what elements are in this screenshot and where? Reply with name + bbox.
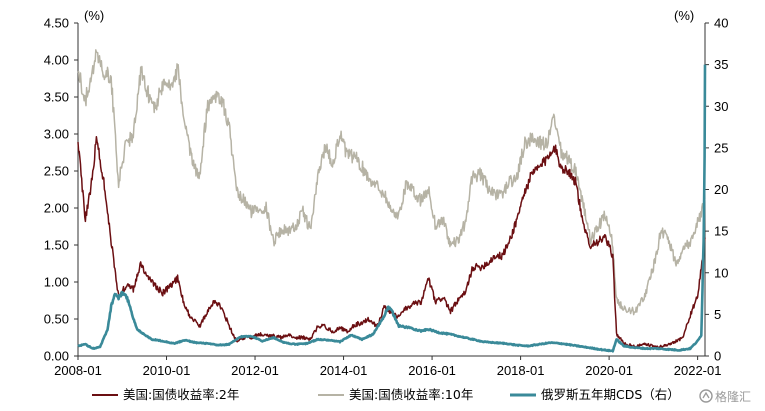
x-tick-label: 2010-01 — [143, 363, 191, 378]
left-tick-label: 0.50 — [44, 312, 69, 327]
left-tick-label: 3.50 — [44, 90, 69, 105]
legend-label-1: 美国:国债收益率:10年 — [349, 387, 473, 402]
x-tick-label: 2016-01 — [408, 363, 456, 378]
left-tick-label: 2.00 — [44, 201, 69, 216]
left-tick-label: 1.50 — [44, 238, 69, 253]
watermark: 格隆汇 — [699, 389, 751, 404]
series-line-2 — [77, 64, 707, 353]
legend: 美国:国债收益率:2年 美国:国债收益率:10年 俄罗斯五年期CDS（右） — [92, 387, 680, 402]
left-tick-label: 0.00 — [44, 349, 69, 364]
x-tick-label: 2020-01 — [585, 363, 633, 378]
x-tick-label: 2012-01 — [231, 363, 279, 378]
right-tick-label: 20 — [714, 182, 728, 197]
x-tick-label: 2014-01 — [320, 363, 368, 378]
left-tick-label: 4.50 — [44, 16, 69, 31]
left-tick-label: 4.00 — [44, 53, 69, 68]
legend-label-2: 俄罗斯五年期CDS（右） — [541, 387, 680, 402]
right-tick-label: 30 — [714, 99, 728, 114]
axes: 0.00 0.50 1.00 1.50 2.00 2.50 3.00 3.50 4.00 4.50… — [44, 8, 729, 378]
right-axis-unit: (%) — [674, 8, 694, 23]
legend-label-0: 美国:国债收益率:2年 — [123, 387, 239, 402]
right-tick-label: 40 — [714, 16, 728, 31]
x-tick-label: 2008-01 — [54, 363, 102, 378]
watermark-text: 格隆汇 — [715, 389, 751, 404]
right-tick-label: 5 — [714, 307, 721, 322]
right-tick-label: 35 — [714, 57, 728, 72]
series-line-0 — [77, 135, 706, 349]
right-tick-label: 0 — [714, 349, 721, 364]
right-tick-label: 15 — [714, 224, 728, 239]
right-tick-label: 25 — [714, 140, 728, 155]
left-tick-label: 1.00 — [44, 275, 69, 290]
series-line-1 — [77, 49, 706, 316]
x-tick-label: 2018-01 — [497, 363, 545, 378]
left-tick-label: 2.50 — [44, 164, 69, 179]
series-lines — [77, 49, 707, 353]
right-tick-label: 10 — [714, 265, 728, 280]
gelonghui-logo-icon — [699, 389, 713, 403]
left-axis-unit: (%) — [84, 8, 104, 23]
left-tick-label: 3.00 — [44, 127, 69, 142]
x-tick-label: 2022-01 — [674, 363, 722, 378]
